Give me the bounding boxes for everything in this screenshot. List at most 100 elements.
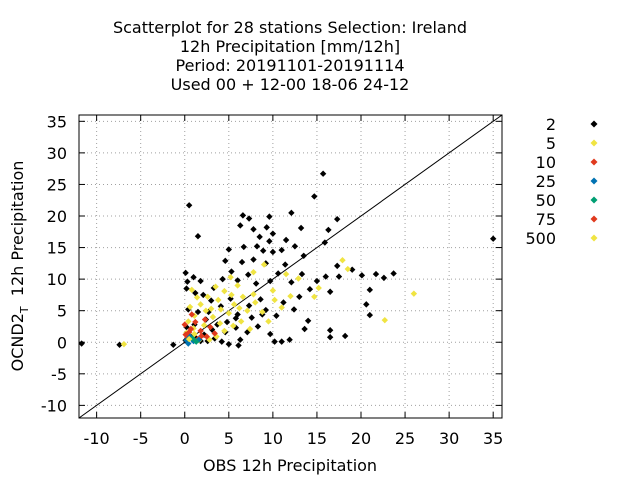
data-point-5 — [221, 327, 228, 335]
data-point-75 — [203, 333, 210, 340]
data-point-2 — [253, 243, 261, 250]
data-point-5 — [381, 316, 388, 324]
legend-marker — [590, 215, 598, 223]
data-point-5 — [188, 286, 195, 294]
data-point-2 — [250, 226, 257, 233]
data-point-2 — [326, 334, 334, 341]
x-tick-labels: -10 -5 0 5 10 15 20 25 30 35 — [84, 429, 504, 448]
data-point-5 — [250, 291, 257, 298]
x-tick-label: 30 — [439, 429, 459, 448]
data-point-5 — [216, 320, 224, 327]
data-point-2 — [322, 273, 329, 280]
data-point-2 — [311, 193, 318, 200]
data-point-2 — [245, 271, 252, 278]
legend-marker — [590, 177, 598, 185]
data-point-5 — [295, 275, 302, 282]
data-point-2 — [300, 252, 307, 259]
data-point-2 — [222, 257, 229, 265]
data-point-75 — [198, 332, 205, 340]
data-point-2 — [182, 269, 189, 277]
data-point-5 — [225, 310, 233, 317]
data-point-5 — [234, 282, 241, 289]
y-tick-label: -5 — [51, 365, 67, 384]
data-point-2 — [267, 277, 274, 285]
x-tick-label: 15 — [307, 429, 327, 448]
legend-label: 25 — [536, 172, 556, 191]
data-point-2 — [291, 243, 299, 250]
data-point-5 — [237, 318, 245, 325]
data-point-2 — [297, 224, 305, 232]
grid-lines — [79, 115, 502, 418]
data-point-2 — [390, 270, 397, 277]
y-tick-label: 20 — [47, 207, 67, 226]
data-point-2 — [223, 318, 231, 326]
x-tick-label: 0 — [180, 429, 190, 448]
data-point-2 — [286, 336, 293, 343]
data-point-2 — [278, 246, 285, 254]
y-tick-label: -10 — [41, 396, 67, 415]
y-axis-label-subscript: T — [18, 306, 31, 314]
data-point-2 — [238, 258, 246, 266]
data-point-50 — [193, 338, 200, 345]
data-point-5 — [269, 287, 277, 294]
data-point-2 — [298, 270, 306, 278]
data-point-2 — [185, 202, 193, 209]
plot-frame — [78, 114, 503, 419]
data-point-500 — [191, 330, 198, 338]
data-point-2 — [232, 315, 240, 322]
x-tick-label: 10 — [263, 429, 283, 448]
data-point-10 — [201, 316, 209, 323]
diagonal-reference-line — [78, 114, 503, 419]
data-point-2 — [170, 341, 177, 348]
data-point-5 — [200, 322, 208, 329]
data-point-5 — [344, 265, 351, 273]
x-axis-label: OBS 12h Precipitation — [203, 456, 377, 475]
data-point-2 — [257, 296, 264, 303]
data-point-5 — [239, 293, 247, 300]
x-tick-label: -5 — [133, 429, 149, 448]
y-axis-label-main: OCND2 — [8, 313, 27, 371]
data-point-500 — [185, 335, 193, 343]
data-point-5 — [244, 307, 251, 314]
data-point-5 — [271, 296, 278, 304]
data-point-2 — [184, 278, 191, 285]
x-tick-label: 35 — [483, 429, 503, 448]
data-point-5 — [227, 274, 234, 281]
data-point-2 — [237, 222, 244, 229]
data-point-2 — [234, 277, 241, 284]
data-point-2 — [280, 299, 287, 306]
legend-marker — [590, 158, 598, 166]
data-point-2 — [321, 239, 329, 246]
data-point-2 — [372, 270, 380, 278]
data-point-5 — [212, 283, 219, 290]
data-point-2 — [273, 312, 280, 319]
data-point-5 — [221, 287, 228, 295]
data-point-10 — [181, 321, 188, 328]
y-tick-label: 5 — [57, 302, 67, 321]
data-point-2 — [235, 342, 242, 349]
data-point-5 — [278, 304, 285, 311]
data-point-75 — [182, 331, 189, 338]
data-point-2 — [263, 224, 270, 231]
data-point-2 — [245, 215, 253, 222]
data-point-10 — [188, 311, 195, 318]
data-point-10 — [207, 323, 214, 331]
data-point-5 — [315, 284, 322, 292]
data-point-2 — [319, 170, 327, 177]
data-point-5 — [265, 318, 272, 325]
title-line-2: 12h Precipitation [mm/12h] — [180, 37, 400, 56]
data-point-2 — [334, 215, 341, 223]
y-tick-label: 0 — [57, 333, 67, 352]
data-point-5 — [287, 292, 294, 300]
data-point-2 — [225, 246, 233, 253]
data-point-5 — [282, 270, 290, 278]
legend-label: 5 — [546, 134, 556, 153]
data-point-2 — [240, 243, 247, 251]
legend-label: 2 — [546, 115, 556, 134]
legend-label: 500 — [525, 229, 556, 248]
data-point-2 — [266, 213, 273, 220]
data-point-5 — [252, 299, 259, 306]
data-point-2 — [296, 293, 303, 300]
data-point-2 — [248, 314, 255, 321]
